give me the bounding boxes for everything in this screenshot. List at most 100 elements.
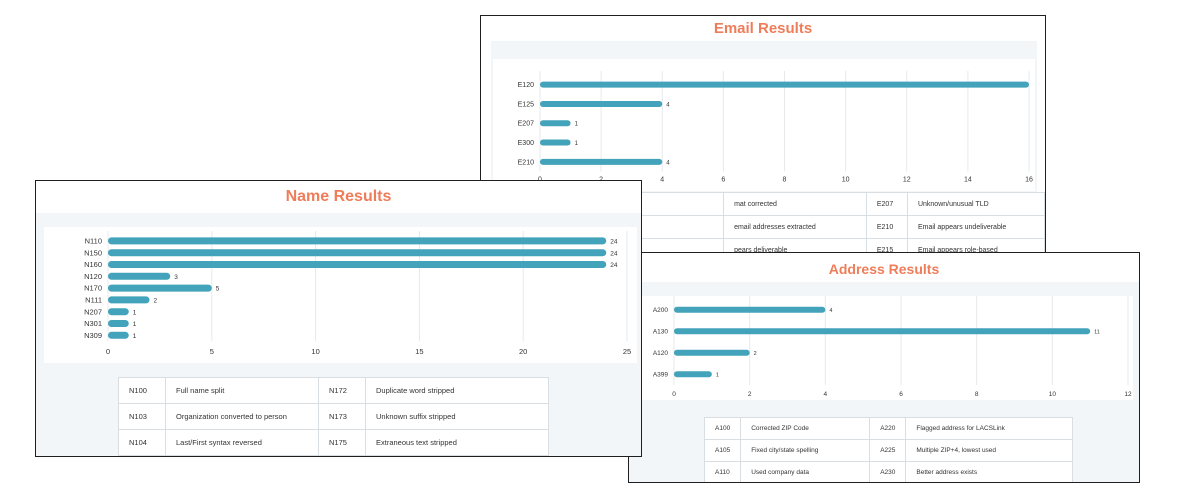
- y-category-label: A130: [653, 329, 669, 336]
- x-tick-label: 6: [721, 177, 725, 184]
- y-category-label: N160: [84, 260, 102, 269]
- y-category-label: E120: [518, 82, 534, 89]
- data-label: 1: [133, 321, 137, 328]
- code-cell: N100: [118, 377, 166, 404]
- bar: [540, 139, 571, 146]
- x-tick-label: 12: [1124, 391, 1132, 398]
- code-cell: A225: [869, 439, 907, 462]
- bar: [540, 158, 663, 165]
- y-category-label: A120: [653, 350, 669, 357]
- address-codes-table: A100 Corrected ZIP Code A220 Flagged add…: [703, 417, 1074, 482]
- bar: [108, 272, 171, 280]
- address-chart-panel: 0 2 4 6 8 10 12 A200 4 A130 11 A120 2 A399 1: [639, 296, 1133, 400]
- y-category-label: N150: [84, 248, 102, 257]
- y-category-label: E300: [518, 140, 534, 147]
- description-cell: Duplicate word stripped: [365, 377, 549, 404]
- description-cell: Extraneous text stripped: [365, 429, 549, 456]
- code-cell: N172: [318, 377, 366, 404]
- table-row: mat corrected E207 Unknown/unusual TLD: [620, 192, 1045, 216]
- data-label: 2: [154, 298, 158, 305]
- bar: [108, 296, 150, 304]
- description-cell: Fixed city/state spelling: [740, 439, 871, 462]
- code-cell: A110: [703, 461, 742, 482]
- x-tick-label: 5: [210, 347, 214, 356]
- y-category-label: N110: [85, 237, 102, 246]
- data-label: 1: [575, 122, 579, 128]
- data-label: 1: [716, 373, 719, 379]
- address-bar-chart: 0 2 4 6 8 10 12 A200 4 A130 11 A120 2 A399 1: [653, 296, 1132, 398]
- description-cell: Full name split: [165, 377, 319, 404]
- description-cell: Unknown/unusual TLD: [906, 192, 1045, 216]
- x-tick-label: 8: [783, 177, 787, 184]
- y-category-label: A200: [653, 307, 669, 314]
- email-results-window: Email Results 0246810121416E120E1254E207…: [480, 15, 1046, 260]
- x-tick-label: 10: [1049, 391, 1057, 398]
- data-label: 24: [610, 250, 618, 257]
- code-cell: A230: [869, 461, 907, 482]
- x-tick-label: 10: [311, 347, 319, 356]
- description-cell: Used company data: [740, 461, 871, 482]
- name-chart-panel: 0 5 10 15 20 25 N110 24 N150 24 N160 24 N120 3 N170 5 N1…: [44, 227, 637, 363]
- bar: [540, 100, 663, 107]
- table-row: email addresses extracted E210 Email app…: [620, 215, 1045, 239]
- x-tick-label: 6: [899, 391, 903, 398]
- data-label: 4: [666, 160, 670, 166]
- y-category-label: N309: [84, 331, 102, 340]
- table-row: N103 Organization converted to person N1…: [118, 403, 549, 430]
- bar: [108, 331, 129, 339]
- name-codes-table: N100 Full name split N172 Duplicate word…: [118, 377, 549, 456]
- y-category-label: E207: [518, 121, 534, 128]
- x-tick-label: 10: [842, 177, 850, 184]
- x-tick-label: 2: [748, 391, 752, 398]
- code-cell: A220: [869, 417, 907, 440]
- description-cell: Organization converted to person: [165, 403, 319, 430]
- email-codes-table: mat corrected E207 Unknown/unusual TLD e…: [620, 192, 1045, 259]
- bar: [108, 308, 129, 316]
- code-cell: A100: [703, 417, 742, 440]
- bar: [540, 120, 571, 127]
- bar: [674, 349, 750, 356]
- data-label: 4: [666, 102, 670, 108]
- x-tick-label: 4: [824, 391, 828, 398]
- x-tick-label: 14: [964, 177, 972, 184]
- data-label: 24: [610, 239, 618, 246]
- address-results-window: Address Results 0 2 4 6 8 10 12 A200 4 A130 11 A120…: [628, 252, 1140, 483]
- x-tick-label: 20: [519, 347, 527, 356]
- table-row: A110 Used company data A230 Better addre…: [703, 461, 1074, 482]
- y-category-label: N170: [84, 284, 102, 293]
- x-tick-label: 8: [975, 391, 979, 398]
- x-tick-label: 0: [672, 391, 676, 398]
- name-results-window: Name Results 0 5 10 15 20 25 N110 24 N150 24 N160 2…: [35, 180, 642, 457]
- x-tick-label: 12: [903, 177, 911, 184]
- y-category-label: A399: [653, 372, 669, 379]
- data-label: 1: [575, 141, 579, 147]
- table-row: N100 Full name split N172 Duplicate word…: [118, 377, 549, 404]
- description-cell: Multiple ZIP+4, lowest used: [905, 439, 1074, 462]
- x-tick-label: 0: [106, 347, 110, 356]
- email-chart-panel: 0246810121416E120E1254E2071E3001E2104: [493, 59, 1035, 191]
- x-tick-label: 15: [415, 347, 423, 356]
- y-category-label: E125: [518, 101, 534, 108]
- code-cell: E210: [865, 215, 908, 239]
- data-label: 3: [174, 274, 178, 281]
- name-results-title: Name Results: [285, 188, 392, 205]
- y-category-label: E210: [518, 159, 534, 166]
- y-category-label: N120: [84, 272, 102, 281]
- code-cell: N175: [318, 429, 366, 456]
- table-row: N104 Last/First syntax reversed N175 Ext…: [118, 429, 549, 456]
- code-cell: N173: [318, 403, 366, 430]
- y-category-label: N111: [85, 296, 102, 305]
- code-cell: N103: [118, 403, 166, 430]
- data-label: 24: [610, 262, 618, 269]
- bar: [674, 371, 712, 378]
- data-label: 11: [1094, 330, 1100, 336]
- data-label: 2: [754, 351, 757, 357]
- bar: [674, 306, 826, 313]
- description-cell: Corrected ZIP Code: [740, 417, 871, 440]
- name-bar-chart: 0 5 10 15 20 25 N110 24 N150 24 N160 24 N120 3 N170 5 N1…: [84, 231, 631, 356]
- table-row: A105 Fixed city/state spelling A225 Mult…: [703, 439, 1074, 462]
- x-tick-label: 16: [1025, 177, 1033, 184]
- description-cell: Last/First syntax reversed: [165, 429, 319, 456]
- description-cell: Flagged address for LACSLink: [905, 417, 1074, 440]
- data-label: 1: [133, 333, 137, 340]
